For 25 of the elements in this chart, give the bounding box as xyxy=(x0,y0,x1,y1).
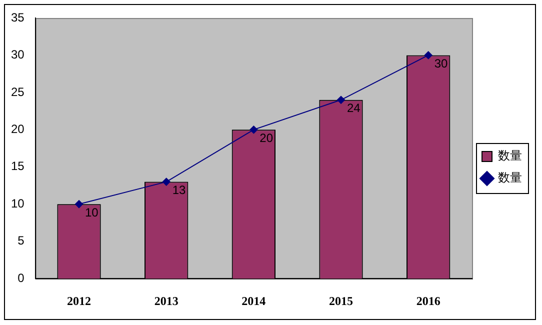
x-tick-label: 2016 xyxy=(416,294,440,308)
x-tick-label: 2013 xyxy=(154,294,178,308)
legend-label: 数量 xyxy=(498,148,522,163)
y-tick-label: 0 xyxy=(18,270,25,285)
x-tick-label: 2015 xyxy=(329,294,354,308)
y-tick-label: 30 xyxy=(10,48,25,62)
point xyxy=(337,96,346,104)
data-label: 20 xyxy=(260,131,274,145)
y-tick-label: 25 xyxy=(10,84,25,99)
y-tick-label: 10 xyxy=(10,196,25,210)
x-tick-label: 2014 xyxy=(242,294,266,308)
data-label: 10 xyxy=(85,205,99,220)
data-label: 30 xyxy=(434,56,448,71)
point xyxy=(424,51,432,60)
point xyxy=(162,178,170,186)
point xyxy=(250,126,258,134)
data-label: 13 xyxy=(172,183,186,198)
legend-label: 数量 xyxy=(498,170,522,185)
y-tick-label: 15 xyxy=(10,159,25,174)
y-tick-label: 5 xyxy=(18,234,25,248)
x-tick-label: 2012 xyxy=(67,294,92,308)
data-label: 24 xyxy=(347,101,361,116)
point xyxy=(75,200,84,208)
y-tick-label: 35 xyxy=(10,10,25,24)
y-tick-label: 20 xyxy=(10,122,25,136)
